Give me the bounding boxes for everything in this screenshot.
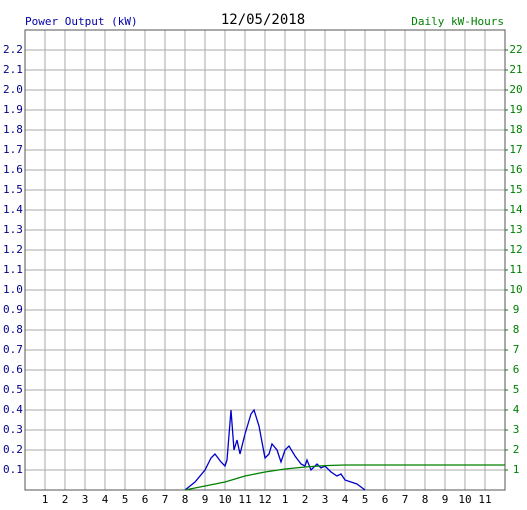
- y2-tick-label: 9: [513, 303, 520, 316]
- y-tick-label: 0.4: [3, 403, 23, 416]
- x-tick-label: 12: [258, 493, 271, 506]
- x-tick-label: 5: [362, 493, 369, 506]
- y2-tick-label: 17: [509, 143, 522, 156]
- y2-tick-label: 3: [513, 423, 520, 436]
- y-tick-label: 0.2: [3, 443, 23, 456]
- y-tick-label: 0.8: [3, 323, 23, 336]
- y-tick-label: 2.0: [3, 83, 23, 96]
- y-tick-label: 0.3: [3, 423, 23, 436]
- x-tick-label: 7: [162, 493, 169, 506]
- y2-tick-label: 22: [509, 43, 522, 56]
- y-tick-label: 0.9: [3, 303, 23, 316]
- y-axis-title: Power Output (kW): [25, 15, 138, 28]
- x-tick-label: 5: [122, 493, 129, 506]
- x-tick-label: 3: [82, 493, 89, 506]
- x-tick-label: 10: [458, 493, 471, 506]
- y2-tick-label: 6: [513, 363, 520, 376]
- y2-tick-label: 18: [509, 123, 522, 136]
- x-tick-label: 4: [342, 493, 349, 506]
- plot-border: [24, 29, 506, 491]
- y-tick-label: 1.3: [3, 223, 23, 236]
- y-tick-label: 0.5: [3, 383, 23, 396]
- chart-title: 12/05/2018: [221, 12, 305, 28]
- x-tick-label: 11: [478, 493, 491, 506]
- y-tick-label: 2.1: [3, 63, 23, 76]
- x-tick-label: 1: [282, 493, 289, 506]
- x-tick-label: 2: [62, 493, 69, 506]
- y2-tick-label: 21: [509, 63, 522, 76]
- y2-tick-label: 20: [509, 83, 522, 96]
- y-tick-label: 1.2: [3, 243, 23, 256]
- y2-tick-label: 5: [513, 383, 520, 396]
- y2-tick-label: 1: [513, 463, 520, 476]
- y2-tick-label: 19: [509, 103, 522, 116]
- y2-tick-label: 14: [509, 203, 523, 216]
- y2-tick-label: 16: [509, 163, 522, 176]
- x-tick-label: 8: [182, 493, 189, 506]
- x-tick-label: 3: [322, 493, 329, 506]
- y2-tick-label: 2: [513, 443, 520, 456]
- y2-tick-label: 12: [509, 243, 522, 256]
- y-tick-label: 1.6: [3, 163, 23, 176]
- y2-tick-label: 13: [509, 223, 522, 236]
- x-tick-label: 4: [102, 493, 109, 506]
- y-tick-label: 2.2: [3, 43, 23, 56]
- y2-tick-label: 4: [513, 403, 520, 416]
- y2-tick-label: 15: [509, 183, 522, 196]
- x-tick-label: 2: [302, 493, 309, 506]
- x-tick-label: 9: [202, 493, 209, 506]
- x-tick-label: 9: [442, 493, 449, 506]
- y-tick-label: 1.0: [3, 283, 23, 296]
- x-tick-label: 8: [422, 493, 429, 506]
- y-tick-label: 1.4: [3, 203, 23, 216]
- x-tick-label: 11: [238, 493, 251, 506]
- y-tick-label: 1.1: [3, 263, 23, 276]
- y-tick-label: 0.6: [3, 363, 23, 376]
- y-tick-label: 0.7: [3, 343, 23, 356]
- x-tick-label: 6: [382, 493, 389, 506]
- y2-tick-label: 7: [513, 343, 520, 356]
- y-tick-label: 1.9: [3, 103, 23, 116]
- data-line: [184, 408, 366, 491]
- y-tick-label: 1.5: [3, 183, 23, 196]
- y2-axis-title: Daily kW-Hours: [411, 15, 504, 28]
- y-tick-label: 0.1: [3, 463, 23, 476]
- y2-tick-label: 8: [513, 323, 520, 336]
- y2-tick-label: 10: [509, 283, 522, 296]
- y2-tick-label: 11: [509, 263, 522, 276]
- x-tick-label: 7: [402, 493, 409, 506]
- y-tick-label: 1.8: [3, 123, 23, 136]
- x-tick-label: 1: [42, 493, 49, 506]
- x-tick-label: 10: [218, 493, 231, 506]
- x-tick-label: 6: [142, 493, 149, 506]
- y-tick-label: 1.7: [3, 143, 23, 156]
- data-line: [184, 464, 505, 491]
